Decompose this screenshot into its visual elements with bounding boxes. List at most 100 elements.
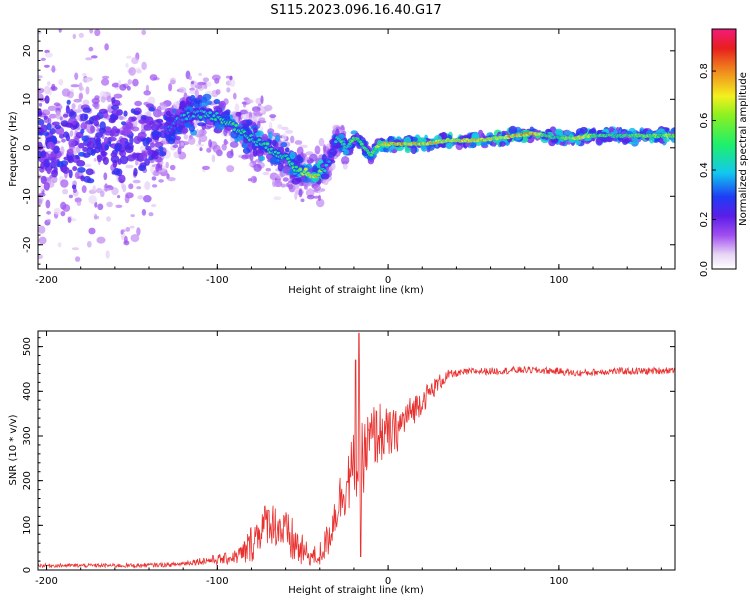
spectrogram-clump xyxy=(111,99,121,107)
snr-series-line xyxy=(37,332,676,569)
spectrogram-clump xyxy=(130,116,137,121)
spectrogram-speckle xyxy=(286,182,290,188)
figure-title: S115.2023.096.16.40.G17 xyxy=(270,3,441,18)
spectrogram-speckle xyxy=(129,192,133,198)
spectrogram-clump xyxy=(282,166,291,174)
spectrogram-speckle xyxy=(58,29,62,33)
spectrogram-ridge-core xyxy=(373,148,378,151)
spectrogram-speckle xyxy=(72,147,77,156)
spectrogram-speckle xyxy=(86,241,92,248)
spectrogram-speckle xyxy=(180,142,185,146)
spectrogram-speckle xyxy=(322,177,329,185)
spectrogram-speckle xyxy=(71,247,80,251)
spectrogram-speckle xyxy=(100,190,105,197)
spectrogram-speckle xyxy=(45,199,51,209)
spectrogram-speckle xyxy=(38,225,46,234)
spectrogram-speckle xyxy=(221,143,227,151)
spectrogram-speckle xyxy=(202,77,210,82)
spectrogram-clump xyxy=(117,158,122,165)
spectrogram-clump xyxy=(43,115,48,120)
spectrogram-clump xyxy=(38,119,45,126)
spectrogram-speckle xyxy=(262,171,270,176)
spectrogram-speckle xyxy=(76,201,82,206)
spectrogram-ytick-label: 0 xyxy=(22,145,33,151)
colorbar: 0.0 0.2 0.4 0.6 0.8 Normalized spectral ampl… xyxy=(699,28,749,277)
spectrogram-clump xyxy=(51,121,60,126)
spectrogram-speckle xyxy=(272,179,276,188)
snr-xtick-label: 100 xyxy=(549,576,568,587)
spectrogram-clump xyxy=(665,127,670,132)
spectrogram-speckle xyxy=(298,189,303,198)
spectrogram-speckle xyxy=(39,184,44,192)
spectrogram-clump xyxy=(68,111,77,119)
spectrogram-speckle xyxy=(208,139,213,148)
spectrogram-speckle xyxy=(74,109,82,114)
spectrogram-clump xyxy=(123,129,133,135)
spectrogram-speckle xyxy=(42,10,46,14)
spectrogram-speckle xyxy=(82,73,87,77)
spectrogram-clump xyxy=(147,148,153,156)
spectrogram-ridge-core xyxy=(360,142,364,146)
spectrogram-speckle xyxy=(60,179,69,188)
spectrogram-speckle xyxy=(341,156,350,165)
spectrogram-clump xyxy=(138,119,146,124)
spectrogram-speckle xyxy=(96,236,106,244)
spectrogram-clump xyxy=(671,136,675,143)
spectrogram-clump xyxy=(75,155,80,160)
spectrogram-speckle xyxy=(44,52,53,58)
spectrogram-speckle xyxy=(47,219,51,223)
spectrogram-speckle xyxy=(46,210,51,215)
spectrogram-speckle xyxy=(151,184,158,188)
spectrogram-clump xyxy=(155,118,164,123)
spectrogram-clump xyxy=(111,104,120,111)
spectrogram-clump xyxy=(529,126,535,133)
spectrogram-speckle xyxy=(38,87,45,94)
snr-ytick-label: 400 xyxy=(22,382,33,401)
spectrogram-heatmap xyxy=(38,10,675,262)
spectrogram-speckle xyxy=(103,172,108,181)
spectrogram-clump xyxy=(113,115,119,121)
spectrogram-clump xyxy=(271,139,277,147)
spectrogram-clump xyxy=(121,121,127,126)
spectrogram-speckle xyxy=(47,105,57,112)
spectrogram-speckle xyxy=(226,75,230,79)
spectrogram-speckle xyxy=(124,235,128,244)
spectrogram-speckle xyxy=(92,185,96,192)
spectrogram-speckle xyxy=(155,166,159,173)
spectrogram-speckle xyxy=(253,109,261,117)
spectrogram-speckle xyxy=(118,115,124,120)
spectrogram-speckle xyxy=(82,99,90,106)
spectrogram-speckle xyxy=(248,162,253,167)
spectrogram-speckle xyxy=(38,254,43,260)
spectrogram-clump xyxy=(104,131,112,136)
spectrogram-speckle xyxy=(304,185,308,190)
spectrogram-clump xyxy=(62,113,69,118)
spectrogram-ridge-core xyxy=(327,160,331,164)
spectrogram-clump xyxy=(38,112,43,117)
spectrogram-speckle xyxy=(260,95,264,105)
colorbar-label: Normalized spectral amplitude xyxy=(738,72,749,226)
spectrogram-clump xyxy=(213,98,221,105)
spectrogram-speckle xyxy=(294,191,298,200)
spectrogram-clump xyxy=(197,122,207,127)
spectrogram-speckle xyxy=(125,62,129,68)
spectrogram-speckle xyxy=(229,141,239,148)
spectrogram-clump xyxy=(277,162,284,172)
spectrogram-xlabel: Height of straight line (km) xyxy=(288,285,424,296)
spectrogram-ridge-core xyxy=(342,142,346,146)
spectrogram-speckle xyxy=(88,46,94,52)
spectrogram-clump xyxy=(80,122,88,130)
spectrogram-speckle xyxy=(117,25,122,28)
spectrogram-clump xyxy=(181,127,189,134)
spectrogram-clump xyxy=(80,113,88,122)
spectrogram-clump xyxy=(445,142,453,150)
snr-xtick-label: -100 xyxy=(206,576,229,587)
spectrogram-clump xyxy=(54,124,62,130)
spectrogram-clump xyxy=(579,126,588,134)
spectrogram-speckle xyxy=(91,55,98,59)
spectrogram-speckle xyxy=(81,185,87,194)
spectrogram-clump xyxy=(78,151,86,157)
spectrogram-clump xyxy=(65,122,74,128)
spectrogram-clump xyxy=(155,134,160,139)
